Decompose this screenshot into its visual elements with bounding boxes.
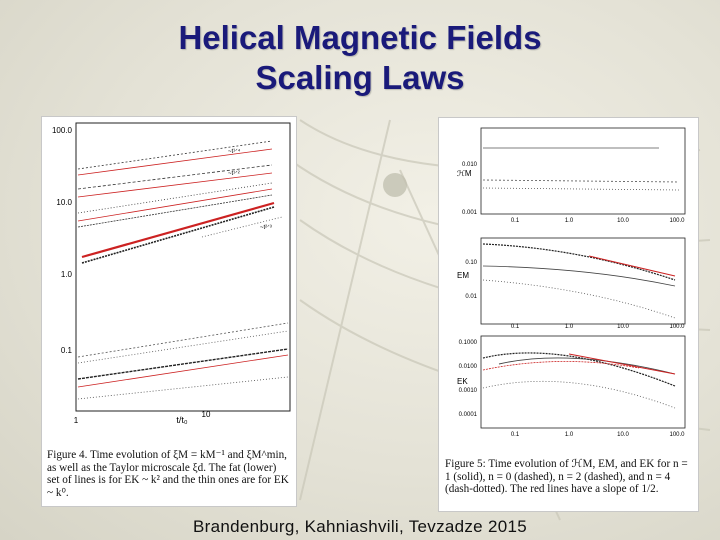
figure-5: ℋM 0.010 0.001 0.1 1.0 10.0 100.0 EM 0.1… (438, 117, 699, 512)
fig5-p2-xtick-0: 0.1 (511, 324, 520, 330)
fig5-p3-xtick-1: 1.0 (565, 432, 574, 438)
figure-4-caption-text: Time evolution of ξM = kM⁻¹ and ξM^min, … (47, 449, 289, 499)
fig4-line-1 (77, 140, 273, 170)
fig5-p3-xtick-2: 10.0 (617, 432, 629, 438)
fig5-p1-ytick-1: 0.001 (462, 210, 478, 216)
fig4-ytick-2: 1.0 (61, 270, 73, 279)
fig4-line-4 (77, 172, 273, 198)
fig4-line-8 (81, 201, 275, 259)
fig5-p1-ytick-0: 0.010 (462, 162, 478, 168)
fig4-line-9 (81, 206, 275, 264)
fig4-line-11 (77, 322, 289, 358)
fig4-xtick-1: 10 (202, 410, 211, 419)
fig4-xlabel: t/t₀ (176, 415, 188, 425)
fig5-p2-ytick-1: 0.01 (465, 294, 477, 300)
fig4-ytick-0: 100.0 (52, 126, 73, 135)
figure-5-panel-ek: EK 0.1000 0.0100 0.0010 0.0001 0.1 1.0 1… (457, 335, 686, 438)
fig4-annot-0: ~t¹ᐟ⁴ (228, 148, 241, 155)
fig5-p2-xtick-1: 1.0 (565, 324, 574, 330)
fig4-line-7 (77, 194, 273, 228)
figure-4-caption-label: Figure 4. (47, 449, 88, 461)
fig5-p3-ylabel: EK (457, 377, 468, 386)
figure-4-plot: 100.0 10.0 1.0 0.1 1 10 t/t₀ ~t¹ᐟ⁴ ~t¹ᐟ²… (52, 122, 291, 425)
fig4-annot-2: ~t²ᐟ³ (260, 224, 272, 231)
title-line-1: Helical Magnetic Fields (178, 19, 542, 56)
figure-4-caption: Figure 4. Time evolution of ξM = kM⁻¹ an… (47, 449, 291, 499)
fig5-p3-ytick-0: 0.1000 (459, 340, 478, 346)
fig4-line-12 (77, 330, 289, 364)
fig5-p1-xtick-0: 0.1 (511, 218, 520, 224)
fig4-line-13 (77, 348, 289, 380)
fig4-line-2 (77, 148, 273, 176)
fig4-line-5 (77, 182, 273, 214)
fig4-line-6 (77, 188, 273, 222)
fig5-p3-ytick-1: 0.0100 (459, 364, 478, 370)
figure-4-frame (75, 122, 291, 412)
fig5-p1-xtick-1: 1.0 (565, 218, 574, 224)
figure-5-caption-text: Time evolution of ℋM, EM, and EK for n =… (445, 458, 688, 495)
fig5-p1-ylabel: ℋM (457, 169, 472, 178)
fig5-p2-ytick-0: 0.10 (465, 260, 477, 266)
fig4-line-15 (77, 376, 289, 400)
fig4-ytick-3: 0.1 (61, 346, 73, 355)
figure-5-panel-helicity: ℋM 0.010 0.001 0.1 1.0 10.0 100.0 (457, 127, 686, 224)
figure-5-caption: Figure 5: Time evolution of ℋM, EM, and … (445, 458, 693, 496)
slide-footer-citation: Brandenburg, Kahniashvili, Tevzadze 2015 (193, 517, 527, 536)
fig5-p3-ytick-3: 0.0001 (459, 412, 478, 418)
fig5-p1-xtick-3: 100.0 (669, 218, 685, 224)
fig4-line-14 (77, 354, 289, 388)
fig4-annot-1: ~t¹ᐟ² (228, 170, 240, 177)
figure-5-plot: ℋM 0.010 0.001 0.1 1.0 10.0 100.0 EM 0.1… (457, 127, 686, 438)
fig5-p3-xtick-0: 0.1 (511, 432, 520, 438)
figure-5-caption-label: Figure 5: (445, 458, 486, 470)
fig5-p2-xtick-2: 10.0 (617, 324, 629, 330)
slide-title: Helical Magnetic Fields Scaling Laws (0, 18, 720, 98)
title-line-2: Scaling Laws (255, 59, 465, 96)
figure-5-panel-em: EM 0.10 0.01 0.1 1.0 10.0 100.0 (457, 237, 686, 330)
fig5-p2-ylabel: EM (457, 271, 469, 280)
fig5-p3-xtick-3: 100.0 (669, 432, 685, 438)
fig4-line-3 (77, 164, 273, 190)
fig5-p2-xtick-3: 100.0 (669, 324, 685, 330)
fig5-p1-xtick-2: 10.0 (617, 218, 629, 224)
figure-4: 100.0 10.0 1.0 0.1 1 10 t/t₀ ~t¹ᐟ⁴ ~t¹ᐟ²… (41, 116, 297, 507)
fig5-p3-ytick-2: 0.0010 (459, 388, 478, 394)
fig4-xtick-0: 1 (74, 416, 79, 425)
fig4-ytick-1: 10.0 (56, 198, 72, 207)
